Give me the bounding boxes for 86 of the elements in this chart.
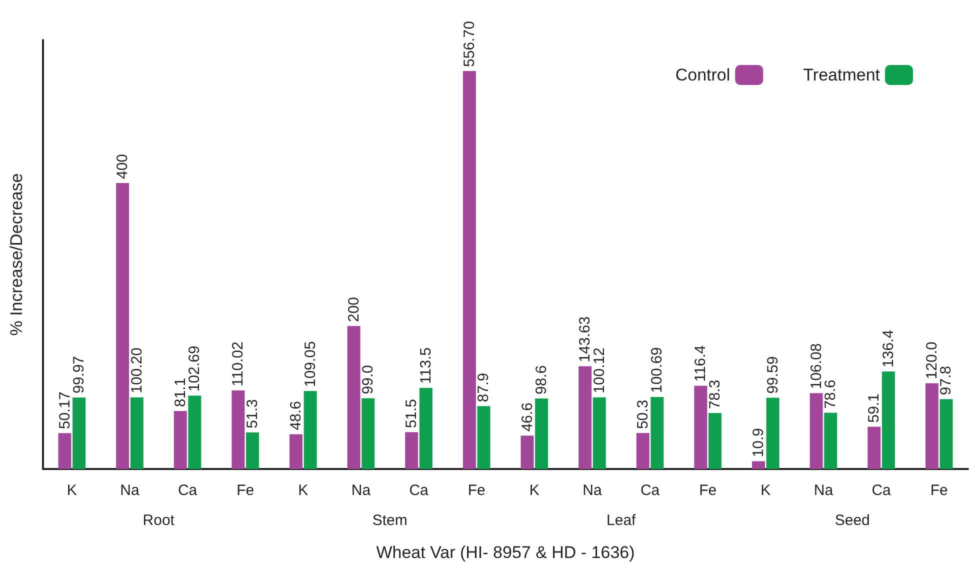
- data-label: 51.5: [403, 398, 420, 428]
- text: Leaf: [606, 512, 637, 529]
- bar: [174, 411, 187, 469]
- bar: [304, 391, 317, 469]
- data-label: 200: [345, 296, 362, 322]
- bar: [419, 388, 432, 469]
- y-axis-title: % Increase/Decrease: [7, 173, 26, 336]
- bar: [868, 426, 881, 469]
- data-label: 100.20: [128, 347, 146, 394]
- data-label: 556.70: [460, 21, 478, 67]
- bar: [824, 412, 838, 469]
- data-label: 87.9: [475, 372, 492, 402]
- data-label: 98.6: [533, 365, 550, 394]
- bar: [940, 399, 953, 469]
- bar: [694, 386, 708, 469]
- bar: [232, 390, 245, 469]
- data-label: 48.6: [288, 401, 305, 430]
- text: Stem: [372, 512, 408, 529]
- x-tick-label: Na: [582, 482, 602, 499]
- x-tick-label: K: [529, 482, 540, 499]
- bar: [752, 461, 766, 469]
- bar: [405, 432, 418, 469]
- x-tick-label: Na: [351, 482, 372, 499]
- x-tick-label: Fe: [468, 482, 486, 499]
- bar: [520, 436, 534, 469]
- bar: [810, 393, 823, 469]
- data-label: 99.97: [70, 356, 88, 394]
- data-label: 51.3: [244, 399, 261, 428]
- x-tick-label: K: [298, 482, 308, 499]
- text: Seed: [834, 512, 870, 529]
- data-label: 10.9: [750, 428, 768, 458]
- data-label: 113.5: [417, 347, 434, 384]
- x-tick-label: K: [760, 482, 771, 499]
- data-label: 102.69: [186, 346, 204, 392]
- data-label: 116.4: [692, 345, 710, 382]
- bar: [58, 433, 72, 469]
- legend-label: Treatment: [803, 66, 880, 84]
- data-label: 400: [114, 154, 132, 179]
- bar: [578, 366, 592, 469]
- x-tick-label: K: [66, 482, 77, 499]
- x-tick-label: Ca: [640, 482, 660, 499]
- data-label: 99.0: [360, 365, 377, 394]
- text: Root: [142, 512, 176, 529]
- bar: [290, 434, 303, 469]
- bar: [535, 398, 548, 469]
- data-label: 100.69: [648, 347, 666, 394]
- data-label: 50.3: [634, 400, 652, 430]
- bar: [882, 371, 895, 469]
- bar: [636, 433, 650, 469]
- bar: [347, 326, 360, 469]
- x-tick-label: Fe: [699, 482, 717, 499]
- x-axis-title: Wheat Var (HI- 8957 & HD - 1636): [376, 543, 635, 562]
- bar: [592, 397, 606, 469]
- bar: [925, 383, 938, 469]
- x-tick-label: Fe: [236, 482, 254, 499]
- bar: [650, 397, 664, 469]
- bar: [462, 70, 476, 469]
- bar: [188, 396, 202, 469]
- bar: [72, 398, 86, 469]
- data-label: 110.02: [230, 342, 247, 386]
- data-label: 136.4: [880, 330, 897, 368]
- bar: [362, 398, 375, 469]
- legend-label: Control: [675, 66, 730, 84]
- data-label: 78.3: [706, 380, 724, 410]
- x-tick-label: Na: [120, 482, 140, 499]
- bar: [766, 398, 780, 469]
- bar: [477, 406, 490, 469]
- data-label: 99.59: [764, 356, 782, 394]
- data-label: 106.08: [808, 343, 825, 390]
- x-tick-label: Fe: [930, 482, 948, 499]
- x-tick-label: Ca: [178, 482, 198, 499]
- bar: [116, 183, 130, 469]
- data-label: 81.1: [172, 378, 189, 408]
- x-tick-label: Ca: [409, 482, 430, 499]
- data-label: 59.1: [866, 394, 883, 423]
- bar: [708, 413, 722, 469]
- data-label: 50.17: [56, 392, 74, 430]
- data-label: 109.05: [302, 341, 319, 388]
- bar: [130, 397, 144, 469]
- data-label: 120.0: [923, 342, 940, 380]
- data-label: 46.6: [518, 402, 536, 432]
- data-label: 97.8: [938, 366, 955, 396]
- x-tick-label: Ca: [872, 482, 892, 499]
- data-label: 78.6: [822, 380, 840, 409]
- x-tick-label: Na: [814, 482, 834, 499]
- bar: [246, 432, 259, 469]
